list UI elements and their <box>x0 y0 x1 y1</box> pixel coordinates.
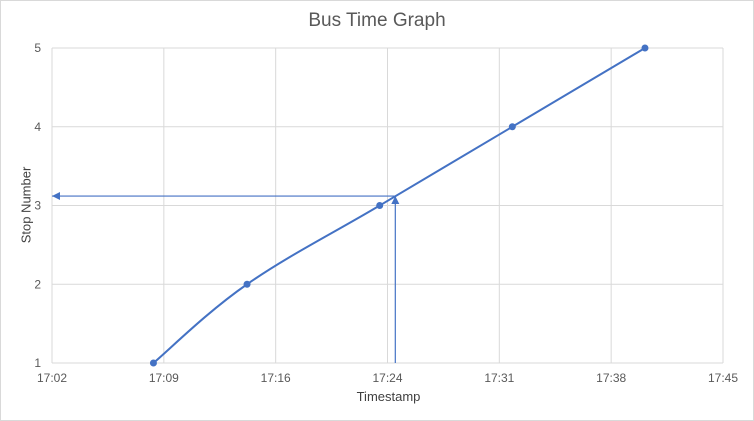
y-tick-label: 5 <box>34 41 41 55</box>
grid-lines <box>51 47 724 364</box>
annotation-arrowhead <box>391 196 400 205</box>
x-tick-label: 17:31 <box>484 371 514 385</box>
y-tick-label: 4 <box>34 120 41 134</box>
x-tick-label: 17:24 <box>372 371 402 385</box>
data-point <box>508 123 516 131</box>
data-point <box>376 202 384 209</box>
x-tick-label: 17:02 <box>37 371 67 385</box>
y-tick-label: 2 <box>34 277 41 291</box>
tick-labels: 17:02 17:09 17:16 17:24 17:31 17:38 17:45 1 2 3 4 5 <box>34 41 738 385</box>
y-tick-label: 3 <box>34 199 41 213</box>
x-tick-label: 17:16 <box>261 371 291 385</box>
data-point <box>641 44 649 52</box>
chart-title: Bus Time Graph <box>308 10 446 31</box>
x-tick-label: 17:38 <box>596 371 626 385</box>
data-point <box>243 280 251 288</box>
annotation-layer <box>52 192 400 363</box>
y-tick-label: 1 <box>34 356 41 370</box>
x-tick-label: 17:45 <box>708 371 738 385</box>
data-point <box>149 359 157 367</box>
x-axis-label: Timestamp <box>356 389 421 404</box>
series-layer <box>149 44 649 367</box>
x-tick-label: 17:09 <box>149 371 179 385</box>
annotation-arrowhead <box>52 192 60 201</box>
